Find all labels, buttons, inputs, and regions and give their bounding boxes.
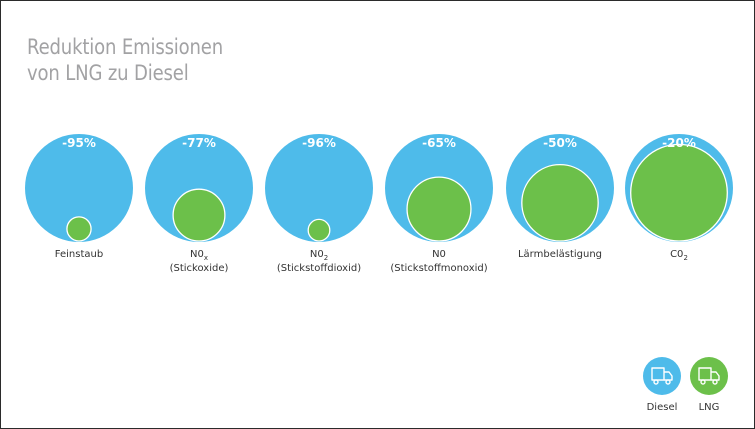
legend-item-diesel: Diesel (643, 357, 681, 413)
category-sublabel-no-stickstoffmonoxid: (Stickstoffmonoxid) (390, 263, 487, 274)
legend-item-lng: LNG (690, 357, 728, 413)
chart-title: Reduktion Emissionen von LNG zu Diesel (27, 34, 223, 86)
reduction-label-no-stickstoffmonoxid: -65% (422, 136, 456, 150)
category-label-main-co2: C0 (670, 249, 683, 260)
diesel-bubble-no2-stickstoffdioxid (265, 134, 373, 242)
legend-truck-icon-lng (698, 367, 720, 385)
category-label-no-stickstoffmonoxid: N0 (432, 249, 446, 260)
diesel-bubble-feinstaub (25, 134, 133, 242)
truck-cargo-diesel (651, 367, 665, 381)
lng-bubble-nox-stickoxide (172, 188, 226, 242)
lng-bubble-co2 (630, 143, 728, 242)
lng-bubble-l-rmbel-stigung (521, 163, 599, 242)
chart-title-line-1: Reduktion Emissionen (27, 35, 224, 59)
legend-label-lng: LNG (699, 402, 720, 413)
lng-bubble-no2-stickstoffdioxid (307, 218, 331, 242)
legend-swatch-lng (690, 357, 728, 395)
truck-wheel-front-diesel (665, 379, 671, 385)
reduction-label-no2-stickstoffdioxid: -96% (302, 136, 336, 150)
category-label-subscript-nox-stickoxide: x (204, 254, 208, 262)
lng-bubble-no-stickstoffmonoxid (406, 176, 472, 242)
category-label-no2-stickstoffdioxid: N02 (310, 249, 328, 262)
bubble-group-no2-stickstoffdioxid: -96% N02(Stickstoffdioxid) (265, 134, 373, 274)
reduction-label-feinstaub: -95% (62, 136, 96, 150)
reduction-label-co2: -20% (662, 136, 696, 150)
category-label-main-no-stickstoffmonoxid: N0 (432, 249, 446, 260)
chart-title-line-2: von LNG zu Diesel (27, 61, 189, 85)
diesel-bubble-nox-stickoxide (145, 134, 253, 242)
category-label-subscript-no2-stickstoffdioxid: 2 (324, 254, 328, 262)
legend-label-diesel: Diesel (647, 402, 678, 413)
category-sublabel-nox-stickoxide: (Stickoxide) (170, 263, 229, 274)
category-label-main-no2-stickstoffdioxid: N0 (310, 249, 324, 260)
reduction-label-nox-stickoxide: -77% (182, 136, 216, 150)
category-label-nox-stickoxide: N0x (190, 249, 208, 262)
legend-truck-icon-diesel (651, 367, 673, 385)
category-label-l-rmbel-stigung: Lärmbelästigung (518, 249, 602, 260)
truck-wheel-front-lng (712, 379, 718, 385)
bubble-group-l-rmbel-stigung: -50% Lärmbelästigung (506, 134, 614, 260)
category-label-main-nox-stickoxide: N0 (190, 249, 204, 260)
legend-swatch-diesel (643, 357, 681, 395)
reduction-label-l-rmbel-stigung: -50% (543, 136, 577, 150)
category-label-subscript-co2: 2 (683, 254, 687, 262)
bubble-group-no-stickstoffmonoxid: -65% N0 (Stickstoffmonoxid) (385, 134, 493, 274)
category-label-feinstaub: Feinstaub (55, 249, 103, 260)
category-sublabel-no2-stickstoffdioxid: (Stickstoffdioxid) (277, 263, 361, 274)
truck-wheel-rear-diesel (653, 379, 659, 385)
lng-bubble-feinstaub (66, 216, 92, 242)
category-label-co2: C02 (670, 249, 688, 262)
truck-cargo-lng (698, 367, 712, 381)
truck-wheel-rear-lng (700, 379, 706, 385)
bubble-group-co2: -20% C02 (625, 134, 733, 262)
bubble-group-nox-stickoxide: -77% N0x(Stickoxide) (145, 134, 253, 274)
bubble-group-feinstaub: -95% Feinstaub (25, 134, 133, 260)
